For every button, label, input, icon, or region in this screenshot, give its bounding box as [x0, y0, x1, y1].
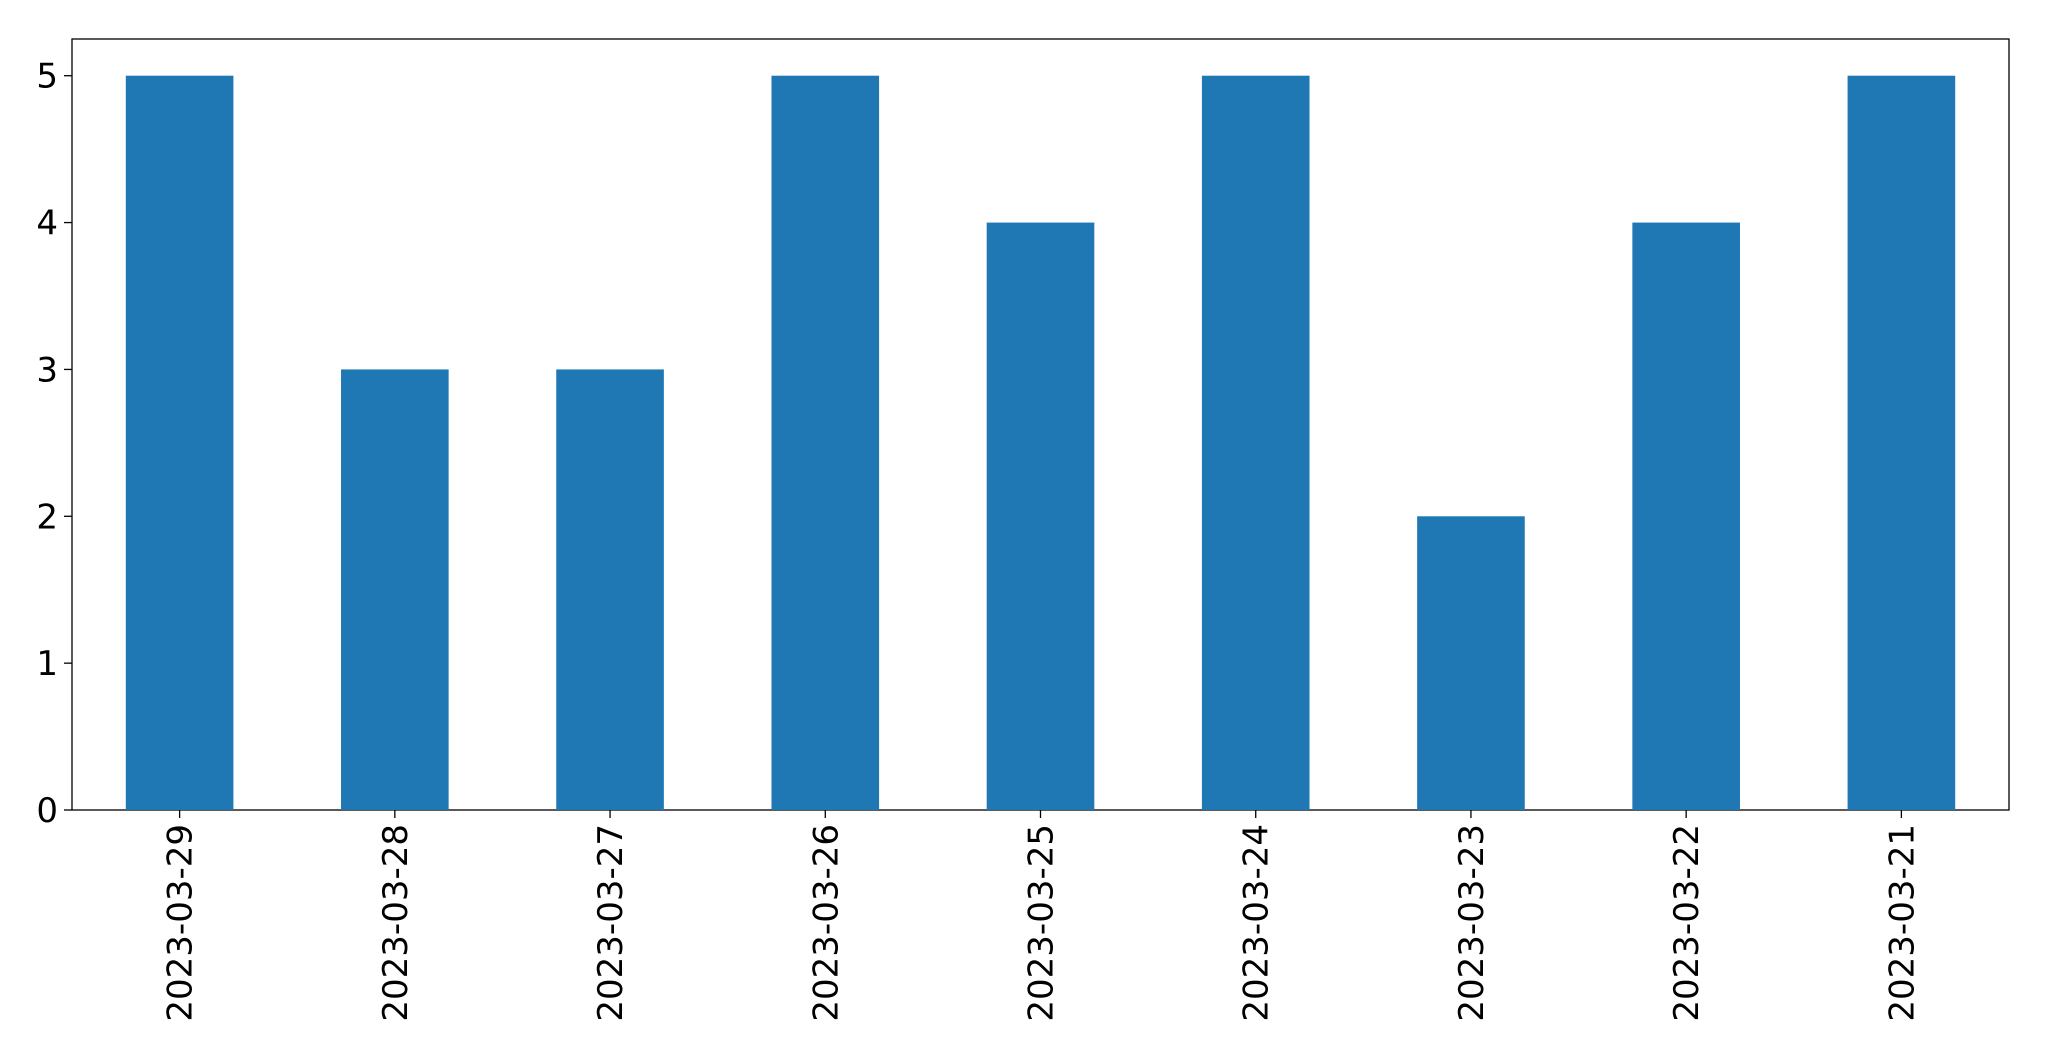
bar — [556, 369, 664, 810]
x-tick-label: 2023-03-25 — [1022, 824, 1062, 1022]
x-tick-label: 2023-03-29 — [161, 824, 201, 1022]
bar — [1417, 516, 1525, 810]
y-tick-label: 2 — [36, 497, 58, 537]
y-tick-label: 4 — [36, 204, 58, 244]
bar — [1847, 75, 1956, 810]
y-tick-label: 0 — [36, 791, 58, 831]
bar — [341, 369, 449, 810]
x-tick-label: 2023-03-22 — [1667, 824, 1707, 1022]
x-tick-label: 2023-03-27 — [591, 824, 631, 1022]
x-tick-label: 2023-03-28 — [376, 824, 416, 1022]
x-tick-label: 2023-03-23 — [1452, 824, 1492, 1022]
x-tick-label: 2023-03-24 — [1237, 824, 1277, 1022]
y-tick-label: 5 — [36, 57, 58, 97]
bar — [1201, 75, 1310, 810]
bar — [986, 222, 1095, 811]
y-tick-label: 1 — [36, 644, 58, 684]
x-tick-label: 2023-03-26 — [806, 824, 846, 1022]
x-tick-label: 2023-03-21 — [1882, 824, 1922, 1022]
bar — [771, 75, 880, 810]
y-tick-label: 3 — [36, 350, 58, 390]
bar — [1632, 222, 1740, 811]
bar — [125, 75, 234, 810]
